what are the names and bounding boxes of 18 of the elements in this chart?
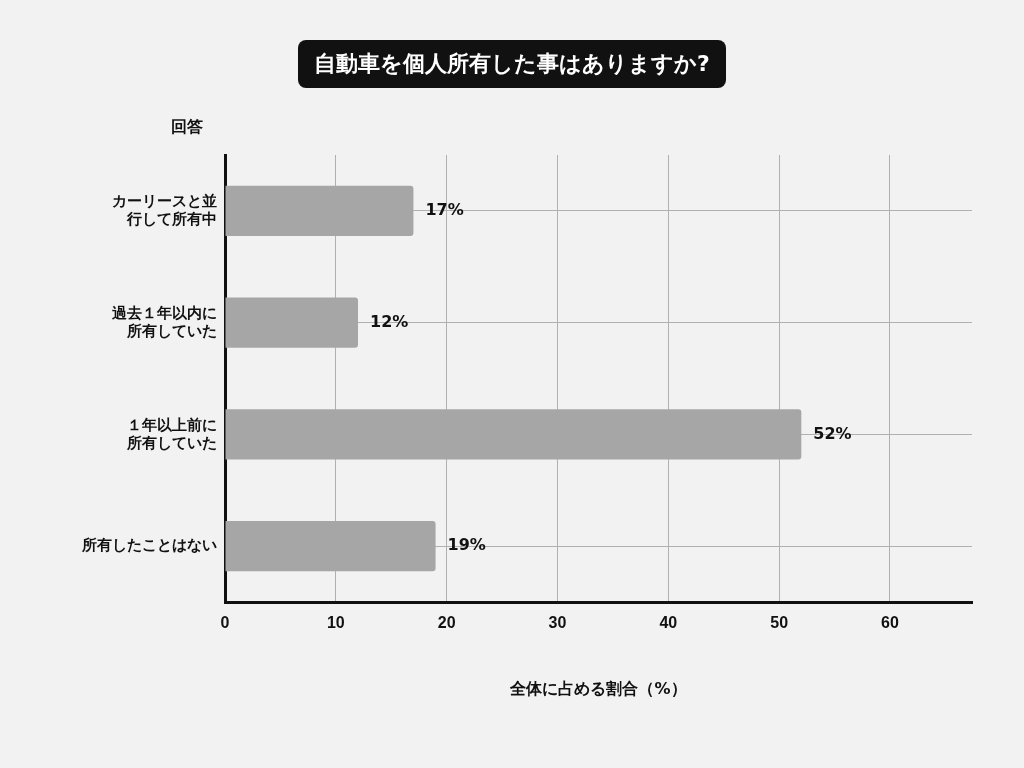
y-tick-label: 所有したことはない [81,536,217,554]
y-tick-label: １年以上前に所有していた [126,415,217,451]
data-label: 19% [447,535,486,555]
x-tick-label: 30 [548,614,567,632]
y-tick-label: カーリースと並行して所有中 [112,192,217,228]
y-tick-label: 過去１年以内に所有していた [111,303,217,339]
x-tick-label: 40 [659,614,678,632]
x-tick-label: 10 [326,614,345,632]
x-tick-label: 50 [770,614,789,632]
x-axis-title: 全体に占める割合（%） [509,679,687,699]
data-label: 52% [813,423,852,443]
data-label: 17% [425,200,464,220]
x-tick-label: 60 [881,614,899,632]
data-label: 12% [370,311,409,331]
y-axis-title: 回答 [171,117,203,137]
x-tick-label: 0 [220,614,230,632]
chart-title: 自動車を個人所有した事はありますか? [298,40,726,88]
x-tick-label: 20 [437,614,456,632]
